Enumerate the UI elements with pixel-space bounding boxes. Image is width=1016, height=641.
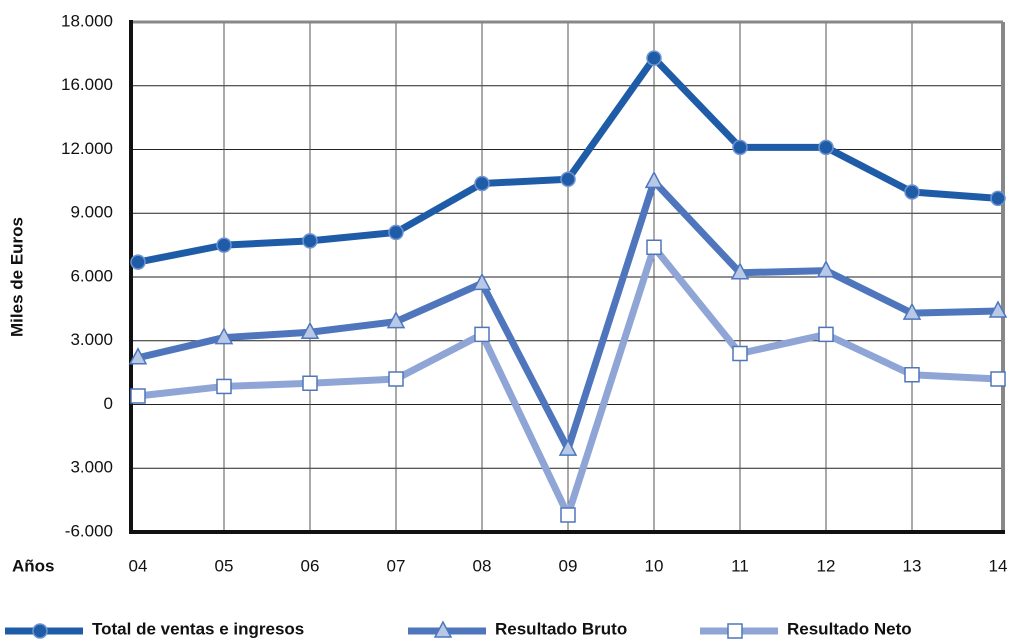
y-tick-label: 6.000 [70, 266, 113, 285]
y-tick-label: 3.000 [70, 330, 113, 349]
marker [904, 184, 920, 200]
marker [300, 321, 320, 339]
legend-marker [727, 623, 743, 639]
y-tick-label: 18.000 [61, 11, 113, 30]
x-axis-label: Años [12, 556, 55, 575]
marker [128, 347, 148, 365]
marker [904, 367, 920, 383]
x-tick-label: 14 [989, 556, 1008, 575]
marker [214, 326, 234, 345]
marker [560, 507, 576, 523]
legend-marker [433, 620, 453, 638]
x-tick-label: 07 [387, 556, 406, 575]
marker [560, 171, 576, 187]
marker [216, 237, 232, 253]
marker [388, 371, 404, 387]
marker [990, 371, 1006, 387]
marker [818, 326, 834, 343]
marker [388, 224, 404, 241]
marker [730, 262, 750, 280]
marker [732, 139, 748, 156]
marker [474, 175, 490, 192]
marker [302, 375, 318, 391]
x-tick-label: 06 [301, 556, 320, 575]
x-tick-label: 08 [473, 556, 492, 575]
marker [472, 272, 492, 291]
marker [302, 233, 318, 249]
marker [474, 326, 490, 343]
legend-marker [32, 623, 48, 639]
x-tick-label: 12 [817, 556, 836, 575]
marker [818, 139, 834, 156]
y-tick-label: 3.000 [70, 458, 113, 477]
x-tick-label: 11 [731, 556, 749, 575]
legend-label: Total de ventas e ingresos [92, 619, 304, 638]
marker [646, 50, 662, 66]
y-axis-label: Miles de Euros [7, 217, 26, 337]
x-tick-label: 09 [559, 556, 578, 575]
x-tick-label: 10 [645, 556, 664, 575]
y-tick-label: 9.000 [70, 203, 113, 222]
x-tick-label: 04 [129, 556, 148, 575]
marker [646, 239, 662, 255]
legend-label: Resultado Bruto [495, 619, 627, 638]
x-tick-label: 05 [215, 556, 234, 575]
marker [988, 300, 1008, 318]
marker [130, 254, 146, 270]
x-tick-label: 13 [903, 556, 922, 575]
marker [130, 388, 146, 404]
marker [386, 311, 406, 329]
marker [644, 170, 664, 189]
y-tick-label: 16.000 [61, 75, 113, 94]
marker [816, 260, 836, 278]
y-tick-label: -6.000 [65, 521, 113, 540]
marker [732, 345, 748, 362]
y-tick-label: 0 [104, 394, 113, 413]
marker [216, 378, 232, 395]
marker [558, 438, 578, 456]
legend-label: Resultado Neto [787, 619, 912, 638]
marker [990, 190, 1006, 207]
y-tick-label: 12.000 [61, 139, 113, 158]
marker [902, 302, 922, 320]
